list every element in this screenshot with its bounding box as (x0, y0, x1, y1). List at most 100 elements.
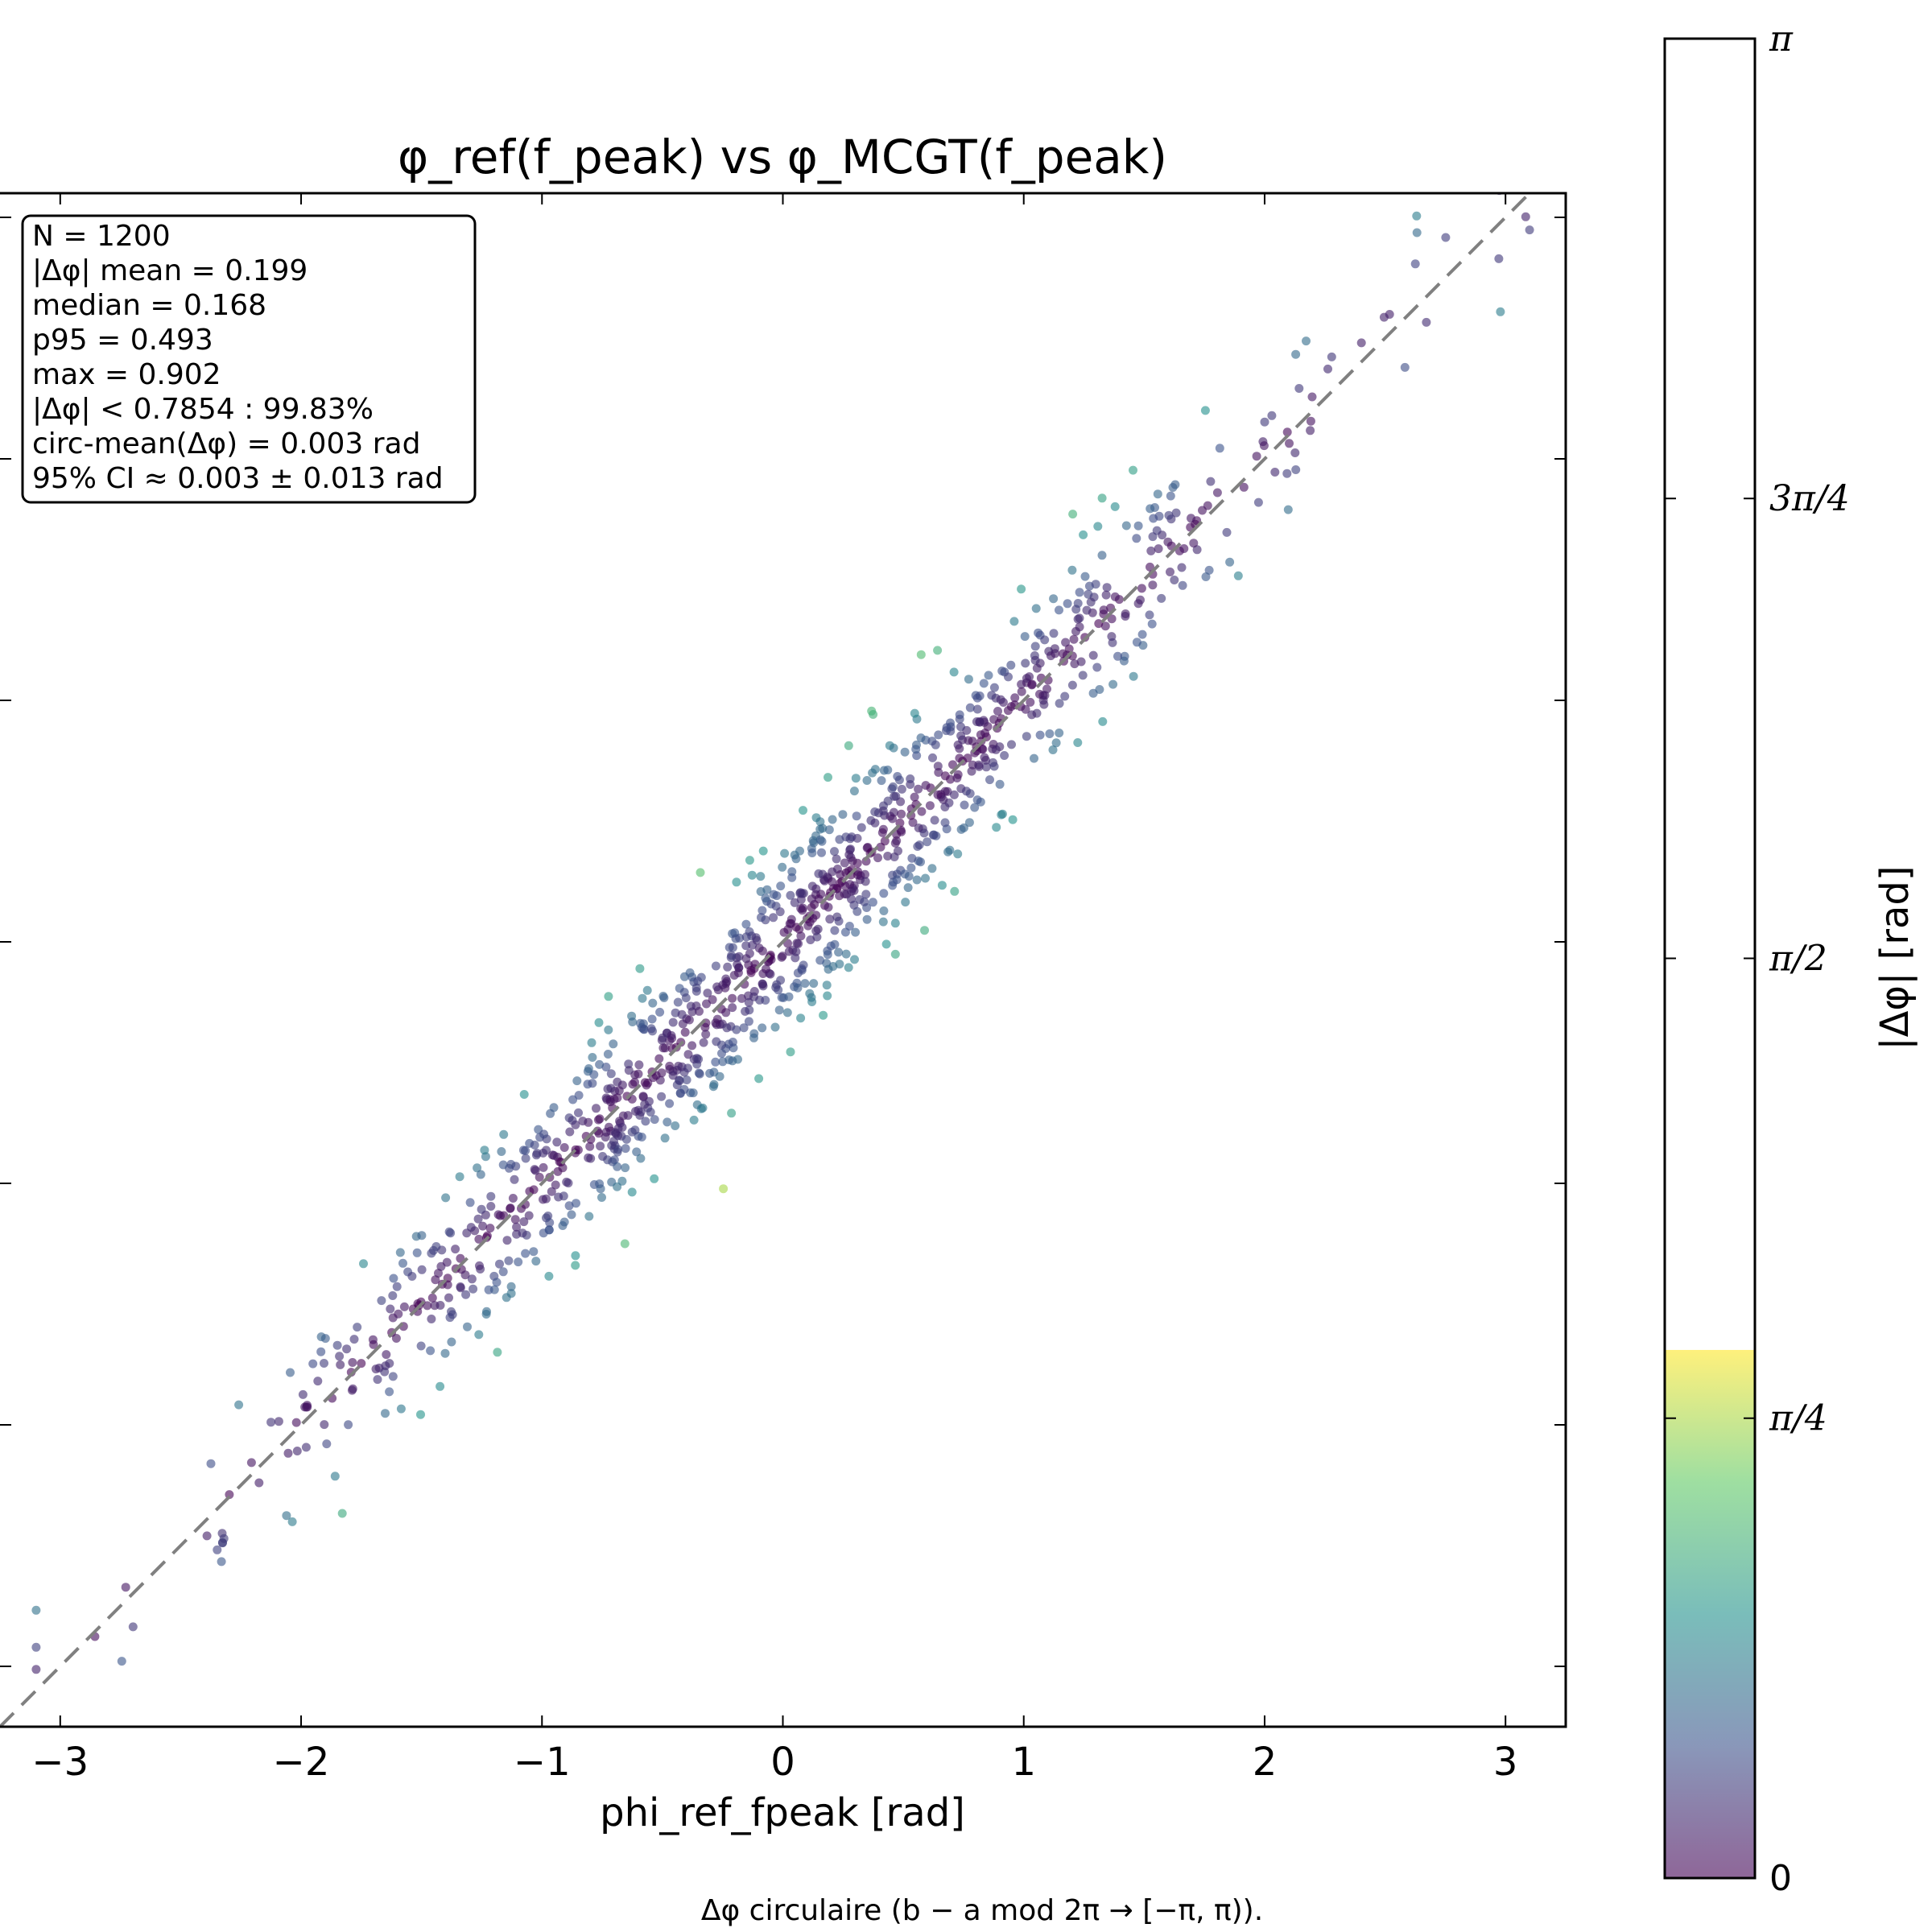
scatter-point (1073, 614, 1083, 624)
scatter-point (870, 807, 880, 816)
scatter-point (1049, 629, 1059, 638)
scatter-point (728, 1038, 737, 1046)
scatter-point (292, 1447, 302, 1455)
scatter-point (910, 792, 919, 802)
scatter-point (967, 766, 976, 776)
scatter-point (493, 1210, 503, 1220)
scatter-point (851, 774, 861, 783)
scatter-point (667, 1030, 676, 1040)
scatter-point (948, 760, 957, 770)
scatter-point (790, 898, 799, 907)
scatter-point (286, 1368, 295, 1377)
scatter-point (585, 1141, 595, 1151)
scatter-point (890, 919, 900, 928)
scatter-point (455, 1172, 464, 1182)
scatter-point (912, 875, 922, 885)
scatter-point (524, 1211, 534, 1220)
scatter-point (689, 1115, 699, 1125)
scatter-point (749, 1033, 758, 1042)
scatter-point (1082, 605, 1092, 615)
scatter-point (953, 740, 963, 749)
scatter-point (891, 791, 901, 801)
scatter-point (1113, 651, 1122, 661)
scatter-point (923, 837, 932, 847)
scatter-point (609, 1095, 619, 1104)
scatter-point (1099, 605, 1108, 615)
scatter-point (835, 891, 844, 901)
scatter-point (709, 1080, 719, 1089)
scatter-point (1192, 545, 1202, 555)
scatter-point (1078, 671, 1088, 680)
scatter-point (1021, 658, 1030, 668)
scatter-point (639, 1025, 649, 1034)
scatter-point (828, 877, 836, 886)
scatter-point (762, 964, 770, 974)
scatter-point (817, 848, 826, 857)
scatter-point (348, 1358, 357, 1367)
stats-line: 95% CI ≈ 0.003 ± 0.013 rad (32, 462, 444, 495)
scatter-point (624, 1066, 634, 1075)
scatter-point (1290, 448, 1300, 457)
scatter-point (603, 1050, 613, 1059)
scatter-point (940, 818, 950, 828)
scatter-point (794, 939, 803, 948)
scatter-point (1203, 501, 1212, 510)
scatter-point (717, 1040, 726, 1050)
scatter-point (758, 1023, 767, 1033)
scatter-point (531, 1150, 541, 1160)
x-tick-label: 1 (1011, 1740, 1036, 1785)
scatter-point (673, 997, 683, 1007)
stats-line: median = 0.168 (32, 289, 266, 322)
scatter-point (901, 898, 910, 907)
scatter-point (495, 1259, 504, 1269)
stats-line: circ-mean(Δφ) = 0.003 rad (32, 427, 420, 460)
scatter-point (727, 1108, 737, 1118)
scatter-point (803, 921, 813, 931)
scatter-point (1075, 588, 1084, 597)
stats-box-frame (21, 214, 477, 504)
scatter-point (1050, 644, 1059, 654)
scatter-point (1157, 593, 1166, 603)
scatter-point (1007, 740, 1016, 749)
scatter-point (426, 1346, 436, 1356)
scatter-point (1282, 427, 1292, 437)
scatter-point (758, 846, 768, 856)
colorbar-tick-label: π (1769, 19, 1794, 60)
scatter-point (628, 1018, 638, 1026)
scatter-point (391, 1334, 401, 1343)
scatter-point (949, 790, 959, 799)
scatter-point (1079, 530, 1088, 539)
scatter-point (746, 966, 756, 975)
scatter-point (1252, 452, 1261, 461)
scatter-point (1031, 604, 1041, 613)
scatter-point (811, 884, 821, 894)
scatter-point (890, 949, 900, 959)
scatter-point (447, 1337, 456, 1347)
scatter-point (979, 679, 989, 688)
scatter-point (1039, 700, 1049, 709)
scatter-point (539, 1129, 549, 1139)
scatter-point (793, 968, 803, 978)
scatter-point (504, 1256, 514, 1265)
scatter-point (480, 1146, 489, 1155)
scatter-point (991, 745, 1001, 754)
scatter-point (584, 1153, 593, 1162)
scatter-point (492, 1278, 502, 1287)
scatter-point (621, 1144, 630, 1154)
scatter-point (883, 766, 893, 774)
scatter-point (1137, 584, 1146, 593)
scatter-point (1521, 212, 1530, 221)
scatter-point (460, 1270, 470, 1280)
scatter-point (879, 889, 889, 898)
scatter-point (911, 745, 921, 754)
scatter-point (754, 1074, 764, 1084)
scatter-point (1073, 599, 1083, 608)
scatter-point (756, 872, 766, 881)
scatter-point (870, 818, 880, 828)
scatter-point (841, 949, 851, 959)
scatter-point (485, 1224, 495, 1233)
scatter-point (819, 1010, 828, 1020)
scatter-point (734, 963, 744, 972)
scatter-point (1179, 544, 1189, 553)
scatter-point (671, 1121, 680, 1130)
